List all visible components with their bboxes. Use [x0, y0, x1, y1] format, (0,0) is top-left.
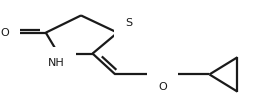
- Text: O: O: [1, 28, 9, 38]
- Text: O: O: [158, 82, 167, 92]
- Text: NH: NH: [48, 58, 65, 68]
- Text: S: S: [125, 18, 132, 28]
